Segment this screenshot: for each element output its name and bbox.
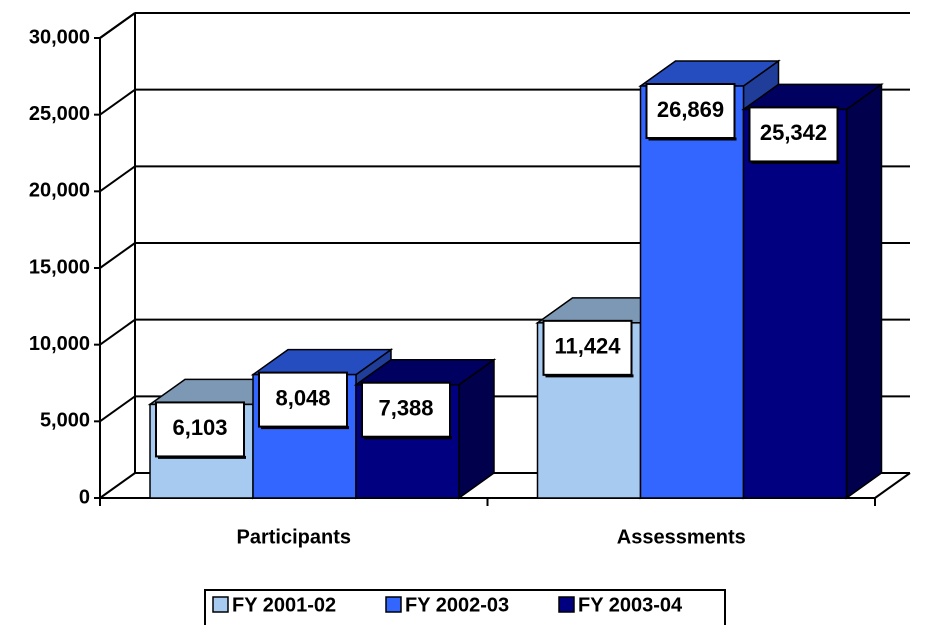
bar — [742, 108, 848, 499]
value-label: 6,103 — [172, 415, 227, 440]
grid-line — [99, 318, 136, 346]
legend-label: FY 2001-02 — [232, 594, 336, 616]
y-tick-label: 10,000 — [29, 333, 90, 355]
y-tick-label: 0 — [79, 486, 90, 508]
value-label: 25,342 — [760, 120, 827, 145]
value-label: 7,388 — [378, 396, 433, 421]
legend-box — [204, 589, 726, 625]
value-label-box — [155, 401, 245, 458]
grid-line — [99, 472, 136, 499]
grid-line — [99, 242, 136, 269]
grid-line — [99, 165, 136, 193]
legend-label: FY 2002-03 — [405, 594, 509, 616]
y-tick-label: 20,000 — [29, 180, 90, 202]
legend-label: FY 2003-04 — [578, 594, 683, 616]
legend-swatch — [558, 596, 575, 613]
y-tick-label: 5,000 — [40, 410, 90, 432]
value-label-box — [542, 319, 633, 376]
value-label: 11,424 — [554, 334, 621, 359]
grid-line — [99, 12, 136, 39]
value-label: 8,048 — [275, 385, 330, 410]
y-tick-label: 15,000 — [29, 256, 90, 278]
bar — [639, 85, 745, 499]
y-tick-label: 25,000 — [29, 103, 90, 125]
value-label-box — [361, 381, 451, 438]
legend-swatch — [385, 596, 402, 613]
legend-swatch — [212, 596, 229, 613]
value-label-box — [748, 106, 839, 163]
value-label-box — [645, 83, 736, 140]
x-tick-label: Assessments — [617, 526, 746, 548]
y-tick-label: 30,000 — [29, 26, 90, 48]
axis-line — [874, 472, 911, 499]
bar-side — [845, 82, 883, 500]
grid-line — [99, 88, 136, 116]
x-tick-label: Participants — [237, 526, 351, 548]
grid-line — [99, 395, 136, 423]
value-label: 26,869 — [657, 97, 724, 122]
